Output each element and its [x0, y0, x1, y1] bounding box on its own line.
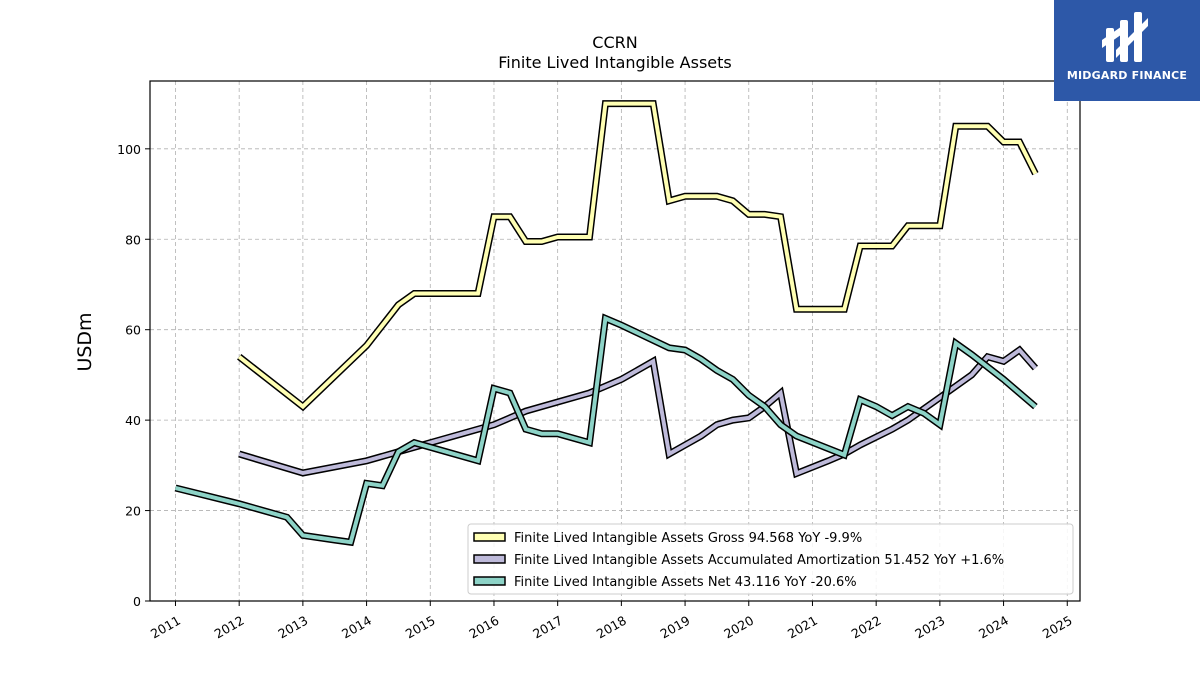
- brand-logo: MIDGARD FINANCE: [1054, 0, 1200, 101]
- y-axis-title: USDm: [74, 312, 96, 371]
- series-line-finite-lived-intangible-assets-net: [175, 315, 1037, 545]
- y-tick-label: 100: [117, 142, 141, 157]
- x-tick-label: 2025: [1040, 613, 1075, 642]
- legend-entry[interactable]: Finite Lived Intangible Assets Accumulat…: [514, 553, 1004, 568]
- y-tick-label: 20: [125, 504, 141, 519]
- series-lines: [174, 100, 1039, 547]
- legend[interactable]: Finite Lived Intangible Assets Gross 94.…: [467, 523, 1074, 595]
- x-tick-label: 2018: [594, 613, 629, 642]
- x-tick-label: 2019: [658, 613, 693, 642]
- chart-title: CCRN: [592, 33, 637, 52]
- x-tick-label: 2022: [849, 613, 884, 642]
- x-tick-label: 2016: [466, 613, 501, 642]
- series-line-finite-lived-intangible-assets-accumulated-amortization: [238, 347, 1037, 477]
- legend-entry[interactable]: Finite Lived Intangible Assets Gross 94.…: [514, 531, 862, 546]
- legend-swatch: [473, 576, 506, 586]
- y-tick-label: 80: [125, 232, 141, 247]
- legend-swatch: [473, 554, 506, 564]
- y-tick-label: 0: [133, 594, 141, 609]
- legend-entry[interactable]: Finite Lived Intangible Assets Net 43.11…: [514, 575, 857, 590]
- x-tick-label: 2017: [530, 613, 565, 642]
- series-line-finite-lived-intangible-assets-gross: [237, 101, 1038, 410]
- y-tick-label: 40: [125, 413, 141, 428]
- series-outline-finite-lived-intangible-assets-net: [174, 313, 1038, 547]
- brand-name: MIDGARD FINANCE: [1066, 69, 1188, 82]
- legend-swatch: [473, 532, 506, 542]
- x-tick-label: 2015: [403, 613, 438, 642]
- grid-lines: [150, 81, 1080, 602]
- x-tick-label: 2024: [976, 613, 1011, 642]
- x-tick-label: 2013: [275, 613, 310, 642]
- legend-box: [467, 523, 1074, 595]
- plot-frame: [149, 80, 1081, 602]
- x-tick-label: 2021: [785, 613, 820, 642]
- chart-subtitle: Finite Lived Intangible Assets: [498, 53, 731, 72]
- x-tick-label: 2023: [912, 613, 947, 642]
- y-tick-label: 60: [125, 323, 141, 338]
- x-tick-label: 2012: [212, 613, 247, 642]
- x-tick-label: 2011: [148, 613, 183, 642]
- x-tick-label: 2014: [339, 613, 374, 642]
- midgard-logo-icon: [1102, 12, 1148, 62]
- x-tick-label: 2020: [721, 613, 756, 642]
